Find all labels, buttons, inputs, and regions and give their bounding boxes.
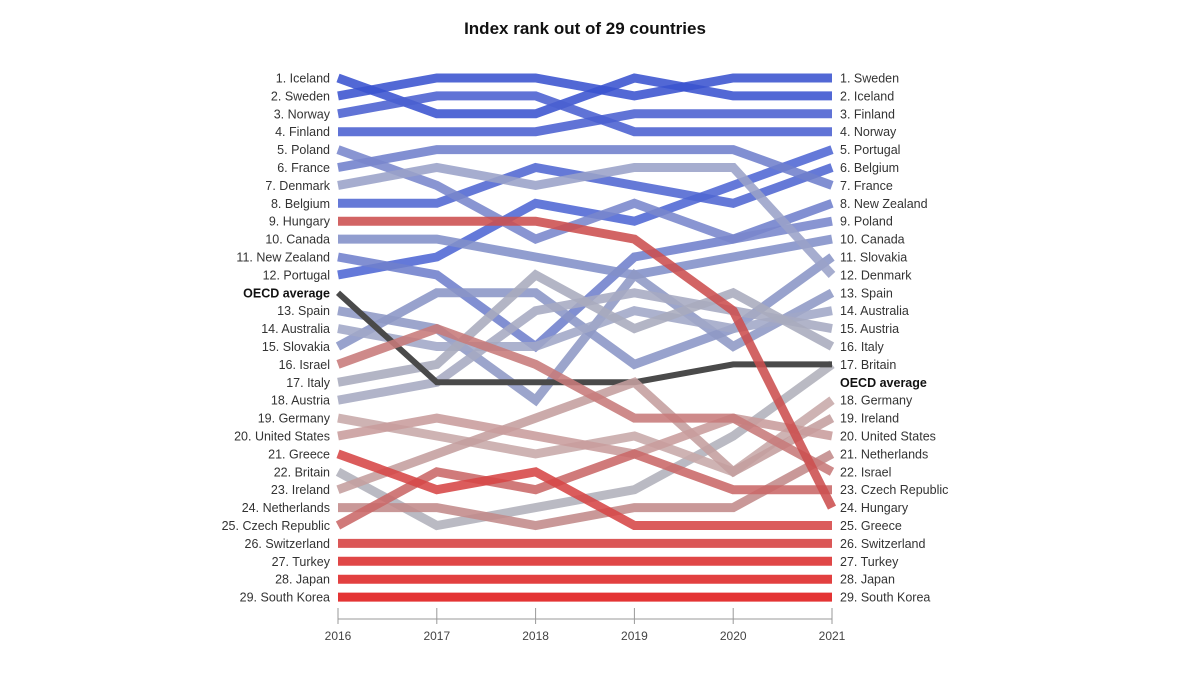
- series-line-canada: [338, 234, 833, 280]
- right-label-4-norway: 4. Norway: [840, 125, 897, 139]
- series-line-oecd-average: [335, 290, 832, 386]
- left-label-10-canada: 10. Canada: [265, 233, 330, 247]
- right-label-9-poland: 9. Poland: [840, 215, 893, 229]
- x-tick-label-2017: 2017: [423, 629, 450, 643]
- right-label-15-austria: 15. Austria: [840, 322, 899, 336]
- left-label-3-norway: 3. Norway: [274, 107, 331, 121]
- series-lines: [335, 73, 837, 602]
- left-label-9-hungary: 9. Hungary: [269, 215, 331, 229]
- left-label-23-ireland: 23. Ireland: [271, 483, 330, 497]
- series-line-greece: [336, 449, 832, 530]
- right-label-21-netherlands: 21. Netherlands: [840, 447, 928, 461]
- left-label-18-austria: 18. Austria: [271, 394, 330, 408]
- left-label-12-portugal: 12. Portugal: [263, 268, 330, 282]
- series-line-united-states: [337, 413, 833, 459]
- left-label-15-slovakia: 15. Slovakia: [262, 340, 330, 354]
- left-label-7-denmark: 7. Denmark: [265, 179, 330, 193]
- right-label-12-denmark: 12. Denmark: [840, 268, 912, 282]
- chart-title: Index rank out of 29 countries: [464, 19, 706, 38]
- right-label-27-turkey: 27. Turkey: [840, 555, 899, 569]
- right-label-11-slovakia: 11. Slovakia: [840, 251, 907, 265]
- right-label-6-belgium: 6. Belgium: [840, 161, 899, 175]
- right-label-24-hungary: 24. Hungary: [840, 501, 909, 515]
- x-tick-label-2019: 2019: [621, 629, 648, 643]
- left-label-4-finland: 4. Finland: [275, 125, 330, 139]
- right-rank-labels: 1. Sweden 2. Iceland 3. Finland 4. Norway 5.…: [840, 72, 948, 605]
- right-label-oecd-average: OECD average: [840, 376, 927, 390]
- right-label-25-greece: 25. Greece: [840, 519, 902, 533]
- left-label-27-turkey: 27. Turkey: [272, 555, 331, 569]
- left-label-16-israel: 16. Israel: [279, 358, 330, 372]
- left-label-1-iceland: 1. Iceland: [276, 72, 330, 86]
- left-label-2-sweden: 2. Sweden: [271, 89, 330, 103]
- series-line-hungary: [338, 216, 837, 510]
- x-axis: 2016 2017 2018 2019 2020 2021: [325, 608, 846, 643]
- left-label-20-united-states: 20. United States: [234, 430, 330, 444]
- left-label-22-britain: 22. Britain: [274, 465, 330, 479]
- left-label-11-new-zealand: 11. New Zealand: [236, 251, 330, 265]
- right-label-10-canada: 10. Canada: [840, 233, 905, 247]
- left-rank-labels: 1. Iceland 2. Sweden 3. Norway 4. Finland 5.…: [222, 72, 331, 605]
- x-tick-label-2018: 2018: [522, 629, 549, 643]
- series-line-denmark: [337, 162, 836, 278]
- x-tick-label-2016: 2016: [325, 629, 352, 643]
- series-line-france: [337, 145, 834, 190]
- right-label-18-germany: 18. Germany: [840, 394, 913, 408]
- left-label-24-netherlands: 24. Netherlands: [242, 501, 330, 515]
- right-label-16-italy: 16. Italy: [840, 340, 885, 354]
- left-label-29-south-korea: 29. South Korea: [240, 591, 330, 605]
- right-label-8-new-zealand: 8. New Zealand: [840, 197, 928, 211]
- left-label-17-italy: 17. Italy: [286, 376, 331, 390]
- left-label-21-greece: 21. Greece: [268, 447, 330, 461]
- series-line-norway: [337, 91, 832, 137]
- left-label-13-spain: 13. Spain: [277, 304, 330, 318]
- left-label-6-france: 6. France: [277, 161, 330, 175]
- right-label-28-japan: 28. Japan: [840, 573, 895, 587]
- left-label-14-australia: 14. Australia: [261, 322, 330, 336]
- x-tick-label-2021: 2021: [819, 629, 846, 643]
- left-label-25-czech-republic: 25. Czech Republic: [222, 519, 330, 533]
- series-line-poland: [336, 145, 833, 245]
- right-label-22-israel: 22. Israel: [840, 465, 891, 479]
- right-label-23-czech-republic: 23. Czech Republic: [840, 483, 948, 497]
- right-label-20-united-states: 20. United States: [840, 430, 936, 444]
- left-label-8-belgium: 8. Belgium: [271, 197, 330, 211]
- right-label-3-finland: 3. Finland: [840, 107, 895, 121]
- left-label-26-switzerland: 26. Switzerland: [245, 537, 331, 551]
- right-label-1-sweden: 1. Sweden: [840, 72, 899, 86]
- right-label-7-france: 7. France: [840, 179, 893, 193]
- right-label-17-britain: 17. Britain: [840, 358, 896, 372]
- series-line-sweden: [337, 73, 832, 101]
- right-label-19-ireland: 19. Ireland: [840, 412, 899, 426]
- right-label-29-south-korea: 29. South Korea: [840, 591, 930, 605]
- left-label-oecd-average: OECD average: [243, 286, 330, 300]
- series-line-australia: [337, 306, 833, 351]
- series-line-israel: [336, 323, 835, 476]
- right-label-13-spain: 13. Spain: [840, 286, 893, 300]
- x-tick-label-2020: 2020: [720, 629, 747, 643]
- series-line-netherlands: [338, 449, 835, 531]
- series-line-ireland: [336, 377, 835, 494]
- left-label-5-poland: 5. Poland: [277, 143, 330, 157]
- right-label-5-portugal: 5. Portugal: [840, 143, 900, 157]
- series-line-finland: [338, 109, 832, 137]
- left-label-19-germany: 19. Germany: [258, 412, 331, 426]
- right-label-14-australia: 14. Australia: [840, 304, 909, 318]
- right-label-26-switzerland: 26. Switzerland: [840, 537, 926, 551]
- left-label-28-japan: 28. Japan: [275, 573, 330, 587]
- right-label-2-iceland: 2. Iceland: [840, 89, 894, 103]
- series-line-iceland: [336, 73, 832, 119]
